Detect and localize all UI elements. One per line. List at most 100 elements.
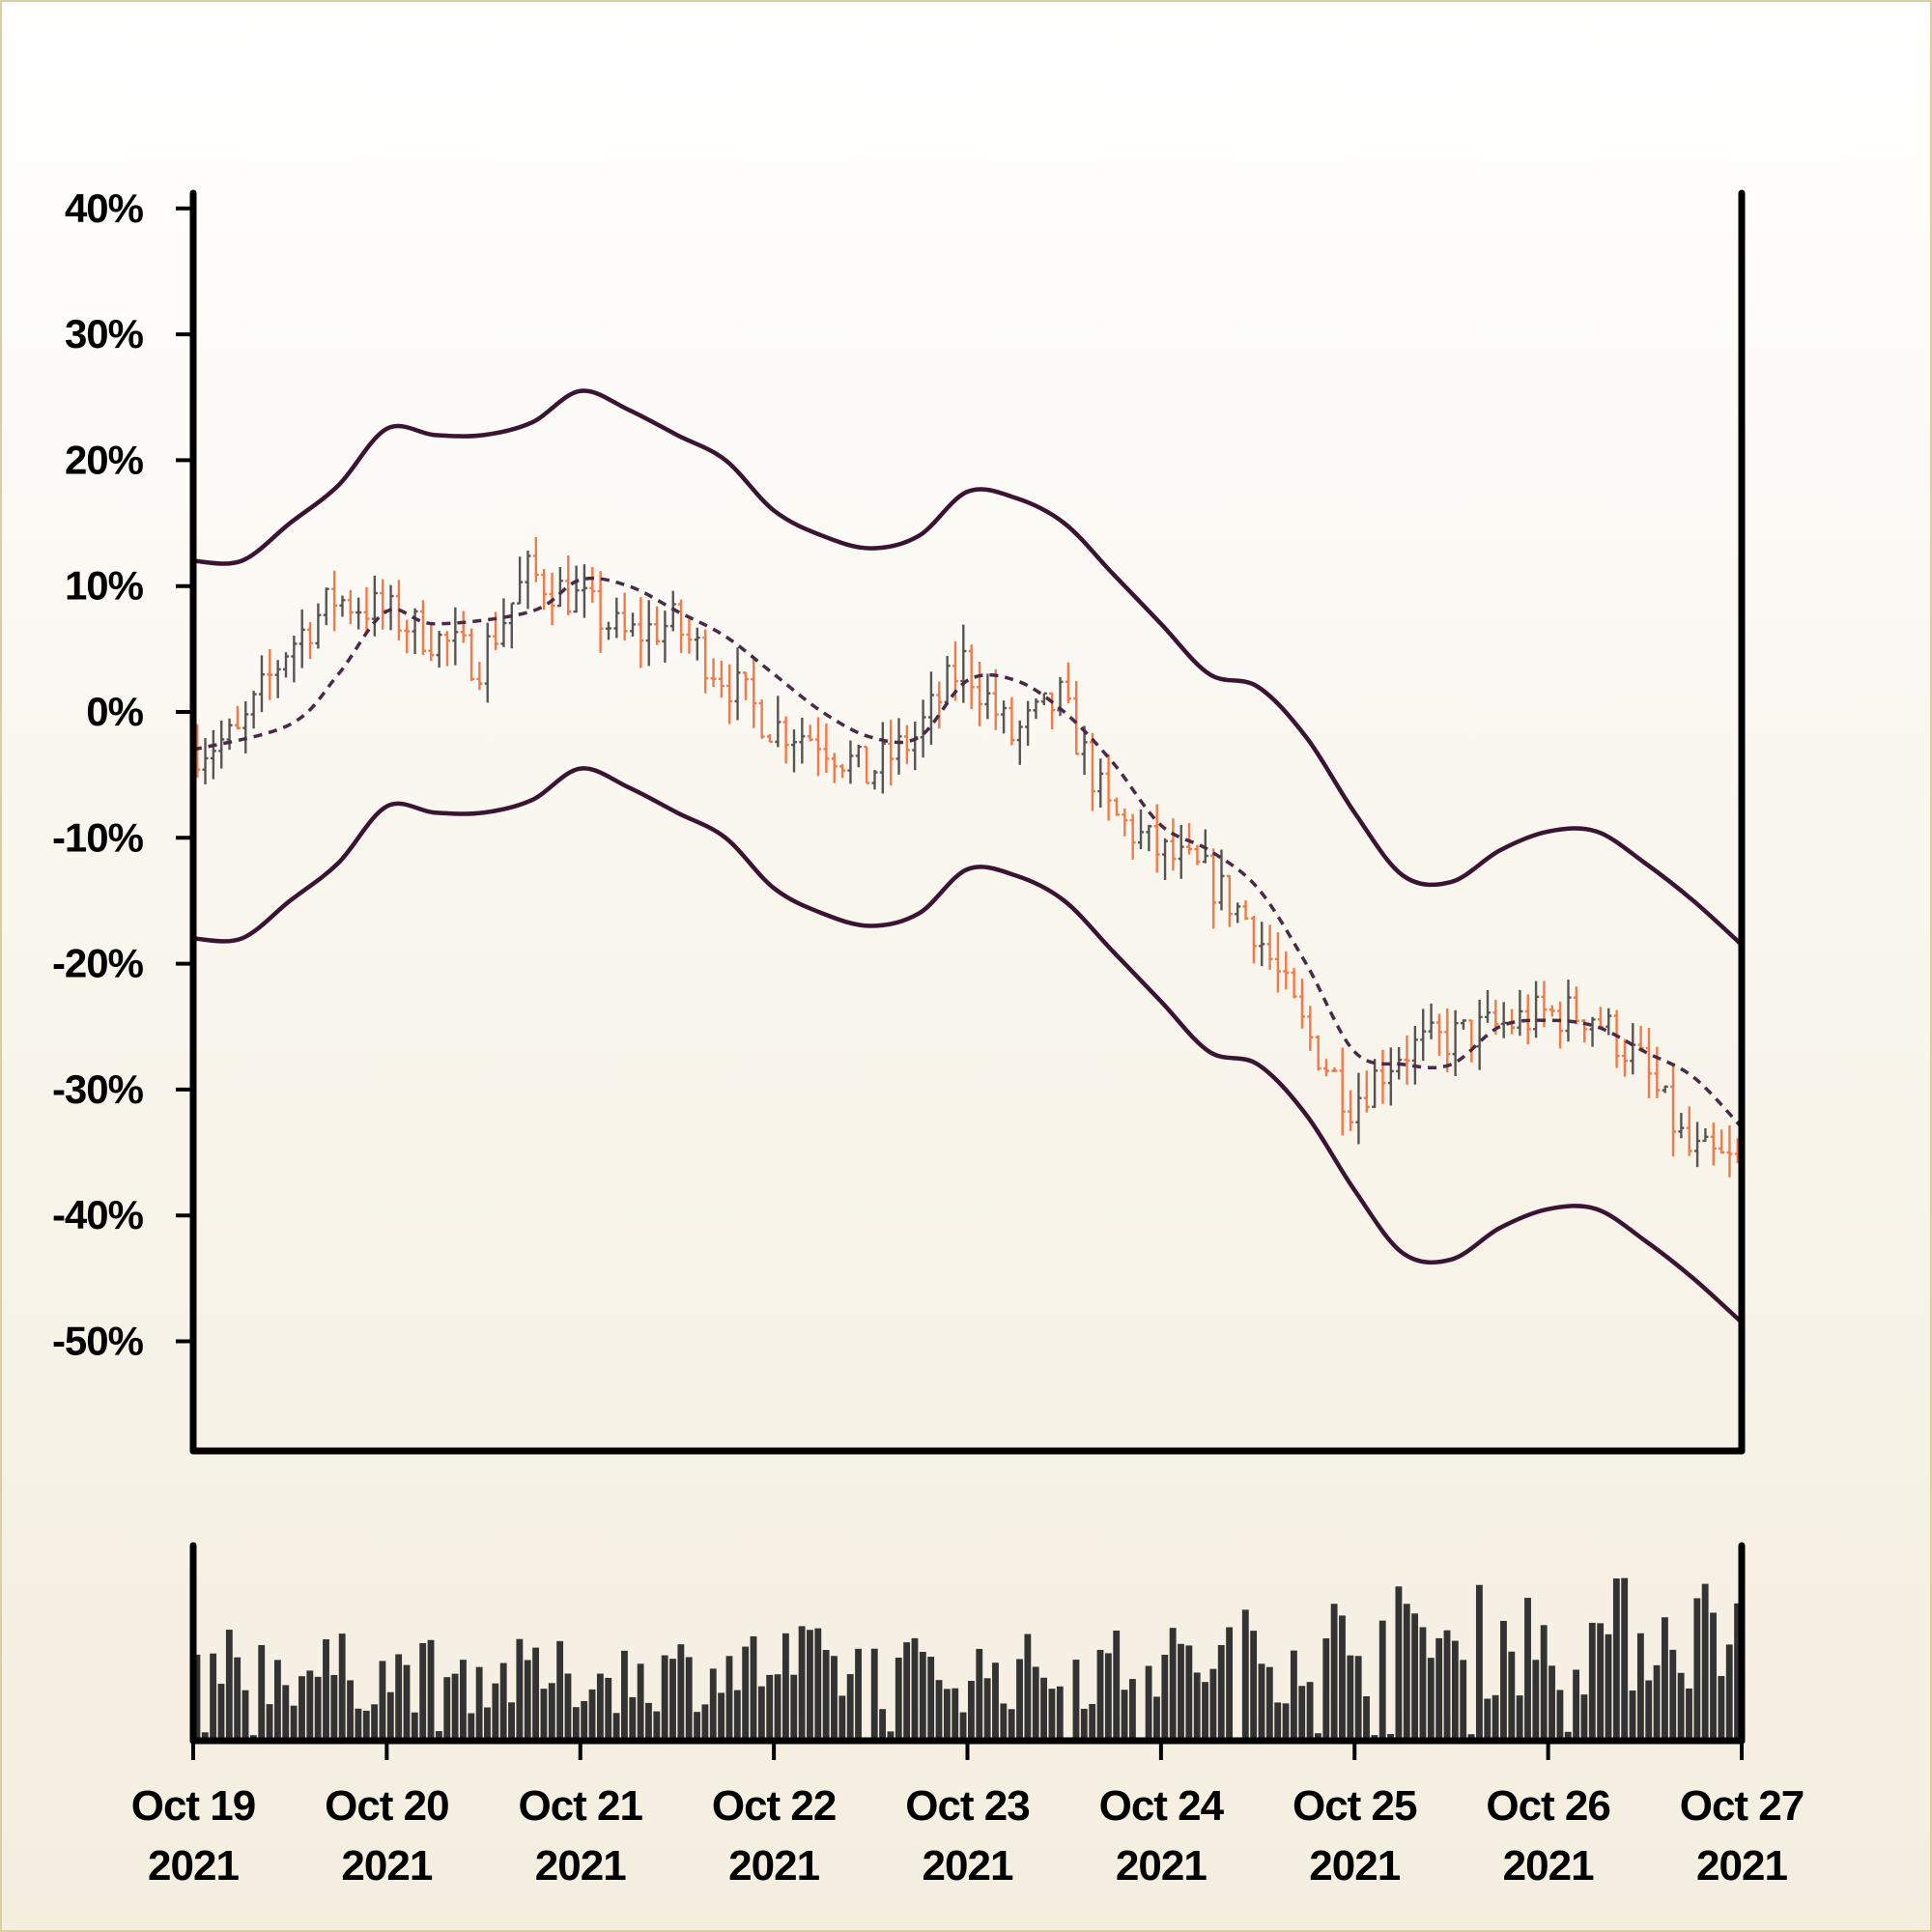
volume-bar <box>725 1656 733 1741</box>
volume-bar <box>572 1707 580 1741</box>
x-tick-label-year: 2021 <box>148 1842 239 1889</box>
ohlc-bar-down <box>597 571 604 654</box>
volume-bar <box>1573 1669 1580 1741</box>
ohlc-bar-down <box>1573 986 1579 1025</box>
ohlc-bar-down <box>621 592 628 640</box>
ohlc-bar-down <box>758 699 765 739</box>
volume-bar <box>1072 1660 1080 1741</box>
ohlc-bar-up <box>226 718 233 751</box>
ohlc-bar-down <box>903 724 910 764</box>
volume-bar <box>1128 1679 1136 1741</box>
ohlc-bar-up <box>250 691 257 729</box>
ohlc-bar-down <box>1170 818 1177 871</box>
ohlc-bar-up <box>799 717 806 764</box>
volume-bar <box>935 1680 943 1741</box>
x-tick-label-year: 2021 <box>1696 1842 1787 1889</box>
y-tick-label: 40% <box>65 185 144 231</box>
ohlc-bar-down <box>1468 1019 1475 1063</box>
volume-bar <box>217 1684 225 1741</box>
volume-bar <box>1258 1663 1265 1741</box>
volume-bar <box>879 1709 887 1741</box>
ohlc-bar-up <box>960 624 967 703</box>
ohlc-bar-down <box>864 745 870 784</box>
volume-bar <box>1040 1677 1047 1741</box>
volume-bar <box>790 1674 798 1741</box>
volume-bar <box>1378 1620 1386 1741</box>
volume-bar <box>838 1695 846 1741</box>
volume-bar <box>1290 1650 1297 1741</box>
volume-bar <box>709 1668 717 1741</box>
ohlc-bar-down <box>419 600 426 656</box>
ohlc-bar-down <box>1557 1001 1564 1049</box>
ohlc-bar-up <box>895 718 902 775</box>
ohlc-bar-down <box>428 623 435 662</box>
volume-bar <box>1701 1583 1709 1741</box>
volume-bar <box>532 1647 540 1741</box>
volume-bar <box>846 1674 854 1741</box>
ohlc-bar-up <box>339 595 346 617</box>
volume-bar <box>499 1662 507 1741</box>
volume-bar <box>774 1674 781 1741</box>
volume-bar <box>1193 1672 1201 1741</box>
ohlc-bar-down <box>1379 1049 1386 1104</box>
volume-bar <box>1653 1664 1661 1741</box>
ohlc-bar-up <box>283 652 290 678</box>
volume-bar <box>685 1657 693 1741</box>
x-tick-label-date: Oct 24 <box>1099 1782 1225 1830</box>
volume-bar <box>1185 1645 1193 1741</box>
volume-bar <box>1686 1688 1692 1741</box>
volume-bar <box>887 1731 895 1741</box>
volume-bar <box>1443 1630 1451 1741</box>
ohlc-bar-down <box>766 734 773 744</box>
ohlc-bar-up <box>1025 700 1032 747</box>
volume-bar <box>386 1691 394 1741</box>
y-tick-label: -30% <box>52 1066 144 1112</box>
ohlc-bar-down <box>726 664 733 724</box>
volume-bar <box>1226 1627 1234 1741</box>
volume-bar <box>605 1677 612 1741</box>
ohlc-bar-down <box>638 597 644 668</box>
ohlc-bar-up <box>1001 700 1008 734</box>
volume-bar <box>1516 1695 1523 1741</box>
volume-bar <box>556 1640 564 1741</box>
ohlc-bar-up <box>1372 1059 1378 1109</box>
volume-bar <box>588 1689 596 1741</box>
volume-bar <box>1645 1680 1653 1741</box>
ohlc-bar-down <box>380 579 386 630</box>
ohlc-bar-up <box>1097 758 1104 808</box>
volume-bar <box>1532 1660 1540 1741</box>
volume-bar <box>475 1666 483 1741</box>
moving-average-line <box>192 576 1744 1129</box>
volume-bar <box>379 1661 386 1741</box>
volume-bar <box>460 1660 467 1741</box>
ohlc-bar-up <box>291 635 298 683</box>
ohlc-bar-up <box>452 607 459 666</box>
ohlc-bar-up <box>1428 1003 1435 1039</box>
ohlc-bar-down <box>1089 732 1095 811</box>
volume-bar <box>1500 1620 1507 1741</box>
volume-bar <box>1629 1690 1636 1741</box>
ohlc-bar-up <box>1355 1072 1362 1145</box>
volume-bar <box>1315 1733 1321 1741</box>
volume-bar <box>1282 1703 1290 1741</box>
volume-bar <box>1354 1656 1362 1741</box>
ohlc-bar-up <box>412 608 418 654</box>
volume-bar <box>451 1673 459 1741</box>
volume-bar <box>1451 1640 1459 1741</box>
ohlc-bar-up <box>436 630 442 668</box>
ohlc-bar-down <box>888 720 895 786</box>
ohlc-bar-down <box>347 589 354 625</box>
ohlc-bar-down <box>1670 1063 1677 1157</box>
volume-bar <box>1209 1668 1217 1741</box>
volume-bar <box>210 1653 217 1741</box>
volume-bar <box>612 1713 620 1741</box>
ohlc-bar-up <box>879 722 886 794</box>
ohlc-bar-down <box>307 622 314 659</box>
volume-bar <box>952 1688 959 1741</box>
ohlc-bar-down <box>1153 804 1160 873</box>
volume-bar <box>1677 1672 1685 1741</box>
x-tick-label-date: Oct 21 <box>518 1782 642 1830</box>
volume-bar <box>1564 1731 1572 1741</box>
ohlc-bar-down <box>807 724 813 742</box>
ohlc-bar-up <box>387 584 394 631</box>
